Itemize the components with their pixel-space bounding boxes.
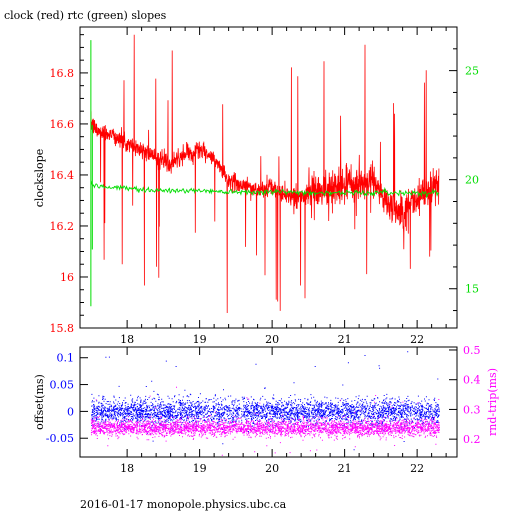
bottom-xtick-label: 19: [193, 462, 207, 475]
offset-axis-label: offset(ms): [33, 374, 46, 430]
top-ytick-label: 16.2: [50, 220, 75, 233]
offset-scatter-points: [91, 351, 440, 451]
bottom-panel: 18 19 20 21 22 -0.05 0 0.05 0.1 0.2 0.3 0.4 0.5 offs…: [33, 344, 499, 475]
bottom-ytick-label: -0.05: [46, 432, 74, 445]
top-y2tick-label: 20: [465, 174, 479, 187]
bottom-y2tick-label: 0.5: [463, 344, 481, 357]
bottom-series-layer: [90, 351, 440, 456]
top-ytick-label: 16: [60, 271, 74, 284]
top-ytick-label: 15.8: [50, 322, 75, 335]
top-series-layer: [90, 34, 440, 314]
top-plot-frame: [79, 26, 458, 329]
top-xtick-label: 22: [410, 333, 424, 346]
rndtrip-scatter-points: [90, 386, 440, 456]
top-y2tick-label: 25: [465, 65, 479, 78]
bottom-xtick-label: 21: [338, 462, 352, 475]
bottom-xtick-label: 18: [120, 462, 134, 475]
rndtrip-axis-label: rnd-trip(ms): [486, 368, 499, 436]
bottom-y2tick-label: 0.2: [463, 433, 481, 446]
top-axes-layer: 18 19 20 21 22 15.8 16 16.2 16.4 16.6 16.8 15 20 25: [50, 27, 479, 346]
rtc-series-line: [90, 180, 440, 199]
top-ytick-label: 16.4: [50, 169, 75, 182]
top-ytick-label: 16.8: [50, 67, 75, 80]
clockslope-axis-label: clockslope: [33, 149, 46, 207]
top-xtick-label: 21: [338, 333, 352, 346]
top-xtick-label: 19: [193, 333, 207, 346]
top-ytick-label: 16.6: [50, 118, 75, 131]
bottom-ytick-label: 0.05: [50, 379, 75, 392]
top-xtick-label: 20: [265, 333, 279, 346]
clock-series-line: [90, 34, 440, 314]
bottom-plot-frame: [79, 346, 458, 458]
bottom-axes-layer: 18 19 20 21 22 -0.05 0 0.05 0.1 0.2 0.3 0.4 0.5: [46, 344, 481, 475]
bottom-xtick-label: 22: [410, 462, 424, 475]
top-xtick-label: 18: [120, 333, 134, 346]
bottom-y2tick-label: 0.3: [463, 403, 481, 416]
top-panel: 18 19 20 21 22 15.8 16 16.2 16.4 16.6 16.8 15 20 25 c…: [33, 26, 479, 346]
bottom-xtick-label: 20: [265, 462, 279, 475]
footer-caption: 2016-01-17 monopole.physics.ubc.ca: [80, 498, 287, 511]
bottom-y2tick-label: 0.4: [463, 374, 481, 387]
bottom-ytick-label: 0: [67, 405, 74, 418]
chart-title: clock (red) rtc (green) slopes: [4, 9, 167, 22]
top-y2tick-label: 15: [465, 283, 479, 296]
bottom-ytick-label: 0.1: [57, 352, 75, 365]
